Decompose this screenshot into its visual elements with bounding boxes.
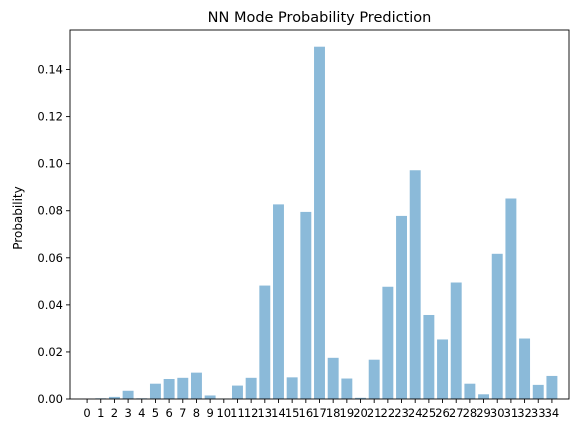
bars-group <box>81 46 558 399</box>
x-tick-label: 9 <box>206 406 213 420</box>
bar-8 <box>190 372 202 399</box>
x-tick-label: 5 <box>152 406 159 420</box>
bar-14 <box>273 204 284 399</box>
y-tick-label: 0.12 <box>37 110 63 124</box>
plot-frame <box>69 29 570 400</box>
x-ticks-group: 0 1 2 3 4 5 6 7 8 9 10 11 12 13 14 15 16 17 18 19 20 21 22 23 24… <box>83 399 559 420</box>
x-tick-label: 3 <box>124 406 131 420</box>
x-tick-label: 29 <box>476 406 491 420</box>
x-tick-label: 0 <box>83 406 90 420</box>
bar-5 <box>149 383 161 399</box>
x-tick-label: 34 <box>545 406 560 420</box>
bar-22 <box>382 286 394 399</box>
y-tick-label: 0.02 <box>37 345 63 359</box>
x-tick-label: 4 <box>138 406 145 420</box>
x-tick-label: 24 <box>408 406 423 420</box>
x-tick-label: 1 <box>97 406 104 420</box>
bar-16 <box>300 211 312 399</box>
bar-30 <box>491 253 503 399</box>
bar-28 <box>464 383 476 399</box>
bar-33 <box>532 384 544 399</box>
x-tick-label: 18 <box>326 406 341 420</box>
bar-19 <box>341 378 353 399</box>
bar-23 <box>396 215 407 399</box>
bar-26 <box>437 339 449 399</box>
x-tick-label: 19 <box>340 406 355 420</box>
x-tick-label: 12 <box>244 406 259 420</box>
x-tick-label: 22 <box>381 406 396 420</box>
bar-25 <box>423 314 435 399</box>
x-tick-label: 15 <box>285 406 300 420</box>
x-tick-label: 10 <box>216 406 231 420</box>
bar-20 <box>355 397 366 399</box>
bar-17 <box>314 46 325 399</box>
bar-32 <box>519 338 531 399</box>
x-tick-label: 6 <box>165 406 172 420</box>
x-tick-label: 25 <box>422 406 437 420</box>
x-tick-label: 8 <box>193 406 200 420</box>
x-tick-label: 17 <box>312 406 327 420</box>
y-tick-label: 0.06 <box>37 251 63 265</box>
x-tick-label: 20 <box>353 406 368 420</box>
y-tick-label: 0.10 <box>37 157 63 171</box>
x-tick-label: 28 <box>463 406 478 420</box>
bar-18 <box>327 357 339 399</box>
bar-15 <box>286 377 298 399</box>
bar-3 <box>122 390 134 399</box>
x-tick-label: 23 <box>394 406 409 420</box>
chart-title: NN Mode Probability Prediction <box>208 10 432 26</box>
bar-9 <box>204 395 216 399</box>
x-tick-label: 21 <box>367 406 382 420</box>
x-tick-label: 2 <box>111 406 118 420</box>
bar-29 <box>478 394 490 399</box>
x-tick-label: 26 <box>435 406 450 420</box>
bar-24 <box>409 170 421 399</box>
y-tick-label: 0.08 <box>37 204 63 218</box>
x-tick-label: 11 <box>230 406 245 420</box>
x-tick-label: 32 <box>517 406 532 420</box>
x-tick-label: 27 <box>449 406 464 420</box>
x-tick-label: 33 <box>531 406 546 420</box>
bar-31 <box>505 198 517 399</box>
bar-12 <box>245 377 257 399</box>
bar-13 <box>259 285 271 399</box>
bar-6 <box>163 378 175 399</box>
bar-2 <box>108 396 120 399</box>
bar-34 <box>546 375 558 399</box>
bar-21 <box>368 359 380 399</box>
y-tick-label: 0.14 <box>37 63 63 77</box>
x-tick-label: 7 <box>179 406 186 420</box>
bar-7 <box>177 377 189 399</box>
x-tick-label: 31 <box>504 406 519 420</box>
y-tick-label: 0.00 <box>37 392 63 406</box>
y-axis-label: Probability <box>11 186 25 249</box>
x-tick-label: 13 <box>257 406 272 420</box>
x-tick-label: 16 <box>299 406 314 420</box>
x-tick-label: 30 <box>490 406 505 420</box>
x-tick-label: 14 <box>271 406 286 420</box>
y-tick-label: 0.04 <box>37 298 63 312</box>
bar-11 <box>232 385 243 399</box>
y-ticks-group: 0.00 0.02 0.04 0.06 0.08 0.10 0.12 0.14 <box>37 63 70 406</box>
bar-27 <box>450 282 462 399</box>
